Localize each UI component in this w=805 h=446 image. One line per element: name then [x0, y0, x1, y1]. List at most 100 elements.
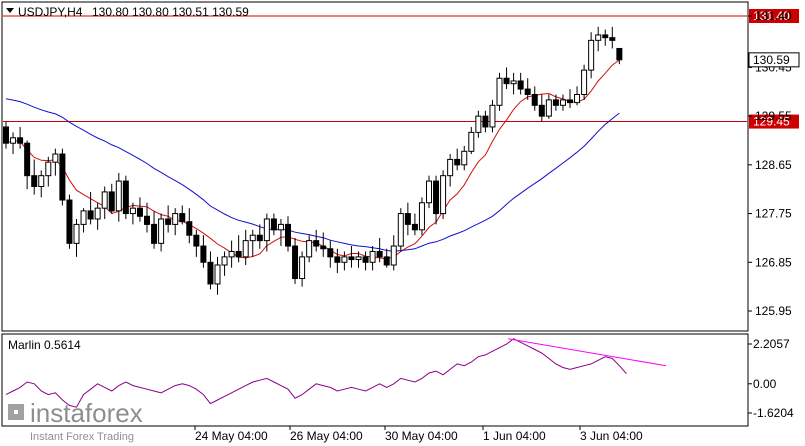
candle — [489, 99, 496, 133]
candle — [151, 210, 158, 249]
candle — [602, 29, 609, 46]
candle — [66, 194, 73, 249]
candle — [383, 248, 390, 268]
candle — [193, 229, 200, 257]
candle — [45, 156, 52, 187]
watermark-brand: instaforex — [30, 398, 143, 428]
candle — [31, 159, 38, 195]
candle — [390, 235, 397, 271]
candle — [59, 148, 66, 206]
candle — [306, 235, 313, 263]
candle — [299, 251, 306, 287]
candle — [17, 126, 24, 149]
candle — [524, 78, 531, 100]
time-label: 24 May 04:00 — [195, 429, 268, 443]
candle — [172, 208, 179, 236]
indicator-tick-label: 0.00 — [753, 377, 777, 391]
candle — [418, 197, 425, 236]
candle — [158, 213, 165, 252]
candle — [531, 86, 538, 111]
candle — [235, 235, 242, 263]
candle — [80, 208, 87, 233]
ma-fast-line — [5, 59, 620, 260]
candle — [433, 175, 440, 225]
candle — [545, 94, 552, 119]
candle — [320, 232, 327, 257]
candle — [595, 26, 602, 52]
divergence-line[interactable] — [507, 338, 667, 367]
candle — [559, 94, 566, 111]
candle — [277, 218, 284, 247]
candle — [263, 213, 270, 252]
candle — [122, 175, 129, 219]
price-tick-label: 126.85 — [755, 255, 792, 269]
candle — [73, 218, 80, 257]
candle — [411, 213, 418, 236]
candle — [616, 47, 623, 65]
candle — [461, 145, 468, 171]
time-label: 30 May 04:00 — [385, 429, 458, 443]
candle — [348, 246, 355, 268]
candle — [567, 89, 573, 109]
price-tick-label: 125.95 — [755, 304, 792, 318]
candle — [292, 237, 299, 284]
candle — [496, 72, 503, 111]
candle — [334, 248, 341, 274]
level-label: 129.45 — [753, 115, 790, 129]
watermark-tagline: Instant Forex Trading — [30, 431, 134, 443]
candle — [355, 251, 362, 268]
candle — [503, 67, 510, 90]
candle — [179, 205, 186, 225]
indicator-tick-label: 2.2057 — [753, 337, 790, 351]
candle — [285, 216, 291, 252]
candle — [270, 213, 277, 236]
candle — [313, 229, 320, 252]
candle — [475, 110, 482, 138]
price-tick-label: 129.55 — [755, 109, 792, 123]
candle — [228, 240, 235, 268]
candle — [397, 208, 404, 252]
header-collapse-icon[interactable] — [6, 8, 14, 13]
candle — [24, 140, 31, 190]
candle — [242, 229, 249, 265]
candle — [38, 170, 45, 198]
candle — [144, 202, 150, 233]
candle — [200, 235, 207, 268]
symbol-header: USDJPY,H4 — [18, 5, 83, 19]
candle — [609, 26, 616, 49]
candle — [574, 86, 581, 106]
candle — [538, 94, 545, 122]
indicator-pane-frame — [1, 333, 749, 427]
level-label: 131.40 — [753, 9, 790, 23]
candle — [207, 251, 214, 290]
candle — [108, 183, 115, 214]
candle — [581, 64, 588, 100]
level-label-box — [749, 9, 799, 23]
candle — [362, 251, 369, 271]
instaforex-logo-icon — [8, 404, 24, 420]
current-price-label: 130.59 — [753, 53, 790, 67]
candle — [3, 121, 9, 149]
candle — [376, 237, 383, 263]
candle — [52, 148, 59, 176]
ma-slow-line — [5, 98, 620, 252]
candle — [369, 246, 376, 271]
ohlc-header: 130.80 130.80 130.51 130.59 — [92, 5, 249, 19]
candle — [249, 229, 256, 257]
candle — [454, 148, 461, 171]
time-label: 3 Jun 04:00 — [580, 429, 643, 443]
candle — [510, 72, 517, 95]
candle — [426, 175, 432, 209]
candle — [136, 197, 143, 222]
candle — [468, 126, 475, 155]
candle — [94, 202, 101, 230]
indicator-tick-label: -1.6204 — [753, 406, 794, 420]
candle — [256, 224, 263, 249]
candle — [440, 170, 447, 219]
marlin-line — [5, 338, 627, 408]
candle — [10, 132, 17, 155]
price-tick-label: 131.40 — [755, 9, 792, 23]
candle — [87, 191, 94, 225]
level-label-box — [749, 114, 799, 129]
